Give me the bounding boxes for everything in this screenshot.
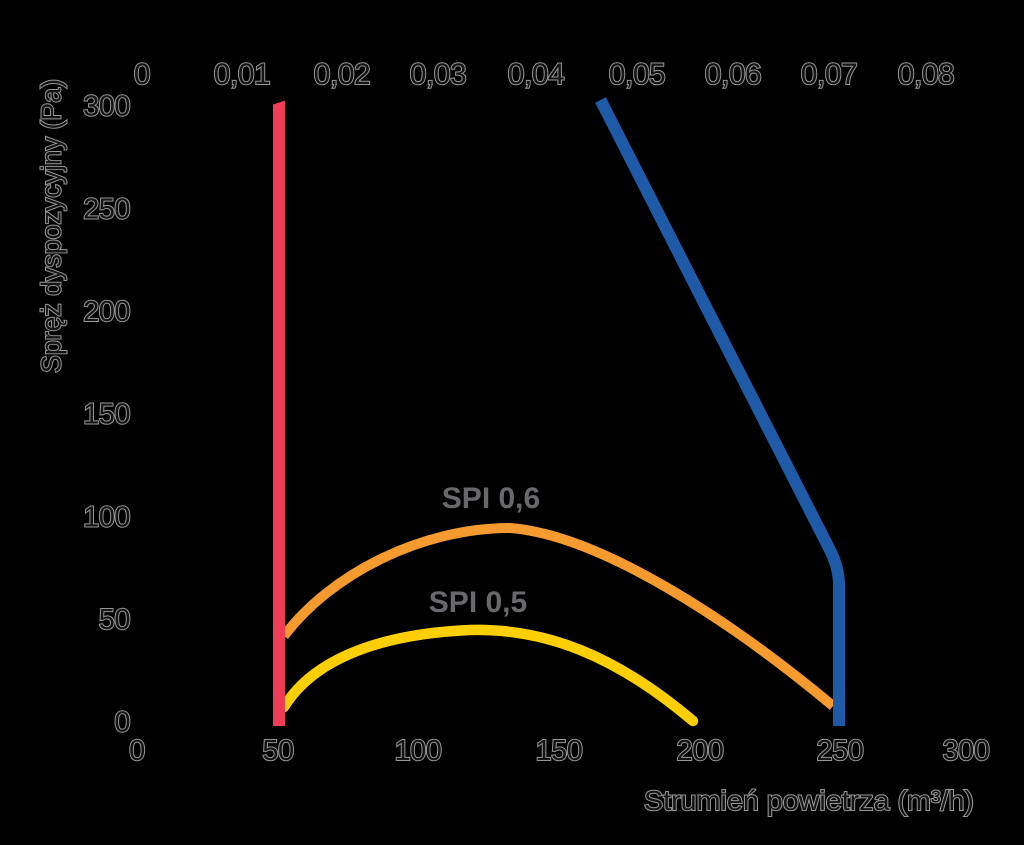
svg-text:300: 300 xyxy=(943,735,990,767)
svg-text:200: 200 xyxy=(677,735,724,767)
svg-text:0: 0 xyxy=(134,58,150,91)
svg-text:0: 0 xyxy=(114,707,130,739)
svg-text:SPI 0,5: SPI 0,5 xyxy=(429,586,527,619)
svg-text:150: 150 xyxy=(83,399,130,431)
svg-text:100: 100 xyxy=(395,735,442,767)
svg-text:0,06: 0,06 xyxy=(705,58,761,91)
svg-text:0: 0 xyxy=(129,735,145,767)
svg-text:0,04: 0,04 xyxy=(508,58,564,91)
svg-text:0,03: 0,03 xyxy=(410,58,466,91)
svg-text:300: 300 xyxy=(83,91,130,123)
svg-text:SPI 0,6: SPI 0,6 xyxy=(442,482,540,515)
svg-text:0,01: 0,01 xyxy=(214,58,270,91)
svg-text:100: 100 xyxy=(83,502,130,534)
svg-text:Strumień powietrza (m³/h): Strumień powietrza (m³/h) xyxy=(644,785,974,816)
svg-text:0,07: 0,07 xyxy=(801,58,857,91)
svg-text:200: 200 xyxy=(83,296,130,328)
svg-text:0,05: 0,05 xyxy=(609,58,665,91)
svg-text:250: 250 xyxy=(83,194,130,226)
svg-text:50: 50 xyxy=(262,735,293,767)
svg-text:50: 50 xyxy=(99,604,130,636)
svg-text:250: 250 xyxy=(817,735,864,767)
svg-text:0,02: 0,02 xyxy=(314,58,370,91)
svg-text:Spręż dyspozycyjny (Pa): Spręż dyspozycyjny (Pa) xyxy=(36,79,67,373)
svg-text:150: 150 xyxy=(536,735,583,767)
svg-text:0,08: 0,08 xyxy=(898,58,954,91)
